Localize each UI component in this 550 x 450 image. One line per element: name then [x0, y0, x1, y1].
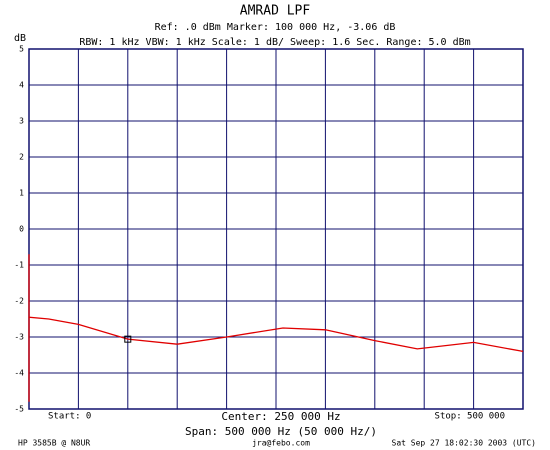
- y-tick-label: -4: [14, 369, 24, 378]
- footer-left: HP 3585B @ N8UR: [18, 439, 90, 448]
- subtitle: Ref: .0 dBm Marker: 100 000 Hz, -3.06 dB: [155, 22, 396, 33]
- y-tick-label: 3: [19, 117, 24, 126]
- chart-title: AMRAD LPF: [240, 4, 311, 19]
- settings: RBW: 1 kHz VBW: 1 kHz Scale: 1 dB/ Sweep…: [79, 37, 470, 48]
- start-label: Start: 0: [48, 412, 91, 422]
- y-tick-label: 0: [19, 225, 24, 234]
- footer-center: jra@febo.com: [252, 439, 310, 448]
- y-tick-label: -5: [14, 405, 24, 414]
- marker: [124, 335, 132, 343]
- y-tick-label: 5: [19, 45, 24, 54]
- footer-right: Sat Sep 27 18:02:30 2003 (UTC): [392, 439, 537, 448]
- y-tick-label: -2: [14, 297, 24, 306]
- y-tick-label: -1: [14, 261, 24, 270]
- center-label: Center: 250 000 Hz: [221, 410, 340, 423]
- stop-label: Stop: 500 000: [435, 412, 505, 422]
- trace: [28, 254, 524, 402]
- y-axis-label: dB: [14, 33, 26, 44]
- y-tick-label: 4: [19, 81, 24, 90]
- span-label: Span: 500 000 Hz (50 000 Hz/): [185, 425, 377, 438]
- y-tick-label: 1: [19, 189, 24, 198]
- y-tick-label: 2: [19, 153, 24, 162]
- y-tick-label: -3: [14, 333, 24, 342]
- plot-border: [28, 48, 524, 410]
